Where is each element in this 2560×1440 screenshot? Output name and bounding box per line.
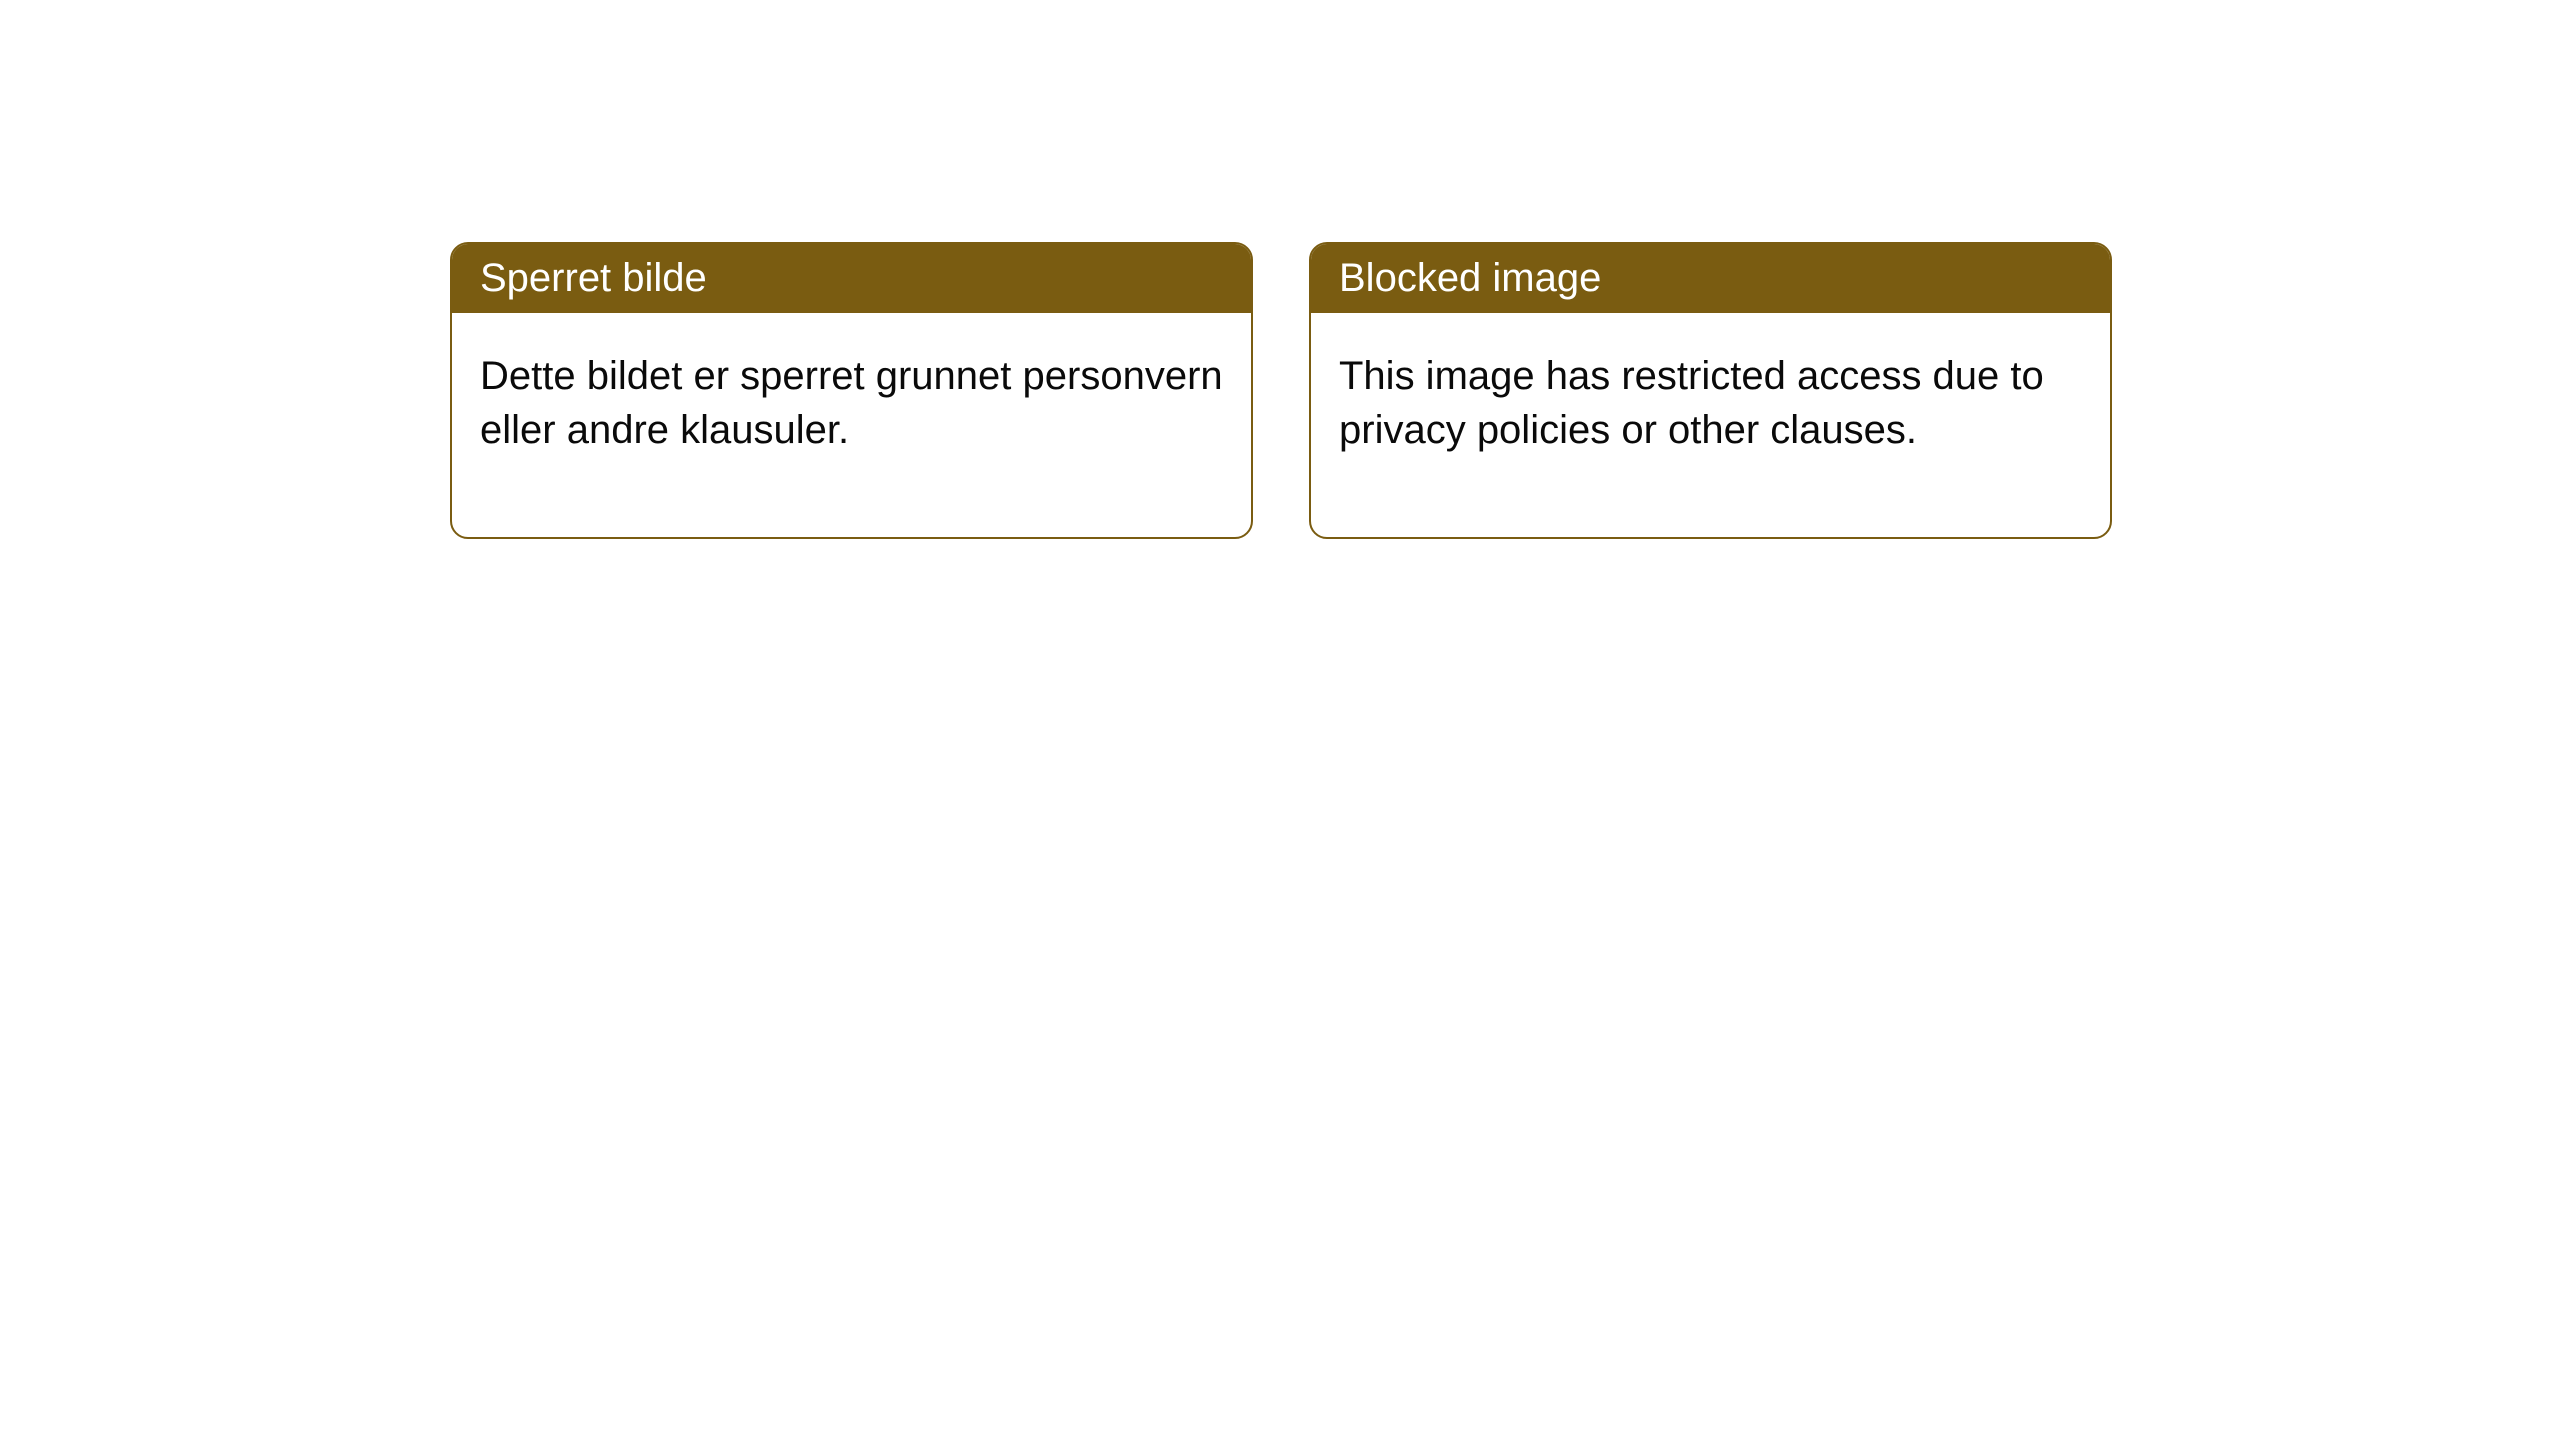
card-header: Sperret bilde [452, 244, 1251, 313]
notice-card-container: Sperret bilde Dette bildet er sperret gr… [450, 242, 2112, 539]
notice-card-norwegian: Sperret bilde Dette bildet er sperret gr… [450, 242, 1253, 539]
card-body: This image has restricted access due to … [1311, 313, 2110, 537]
card-body: Dette bildet er sperret grunnet personve… [452, 313, 1251, 537]
card-header: Blocked image [1311, 244, 2110, 313]
notice-card-english: Blocked image This image has restricted … [1309, 242, 2112, 539]
